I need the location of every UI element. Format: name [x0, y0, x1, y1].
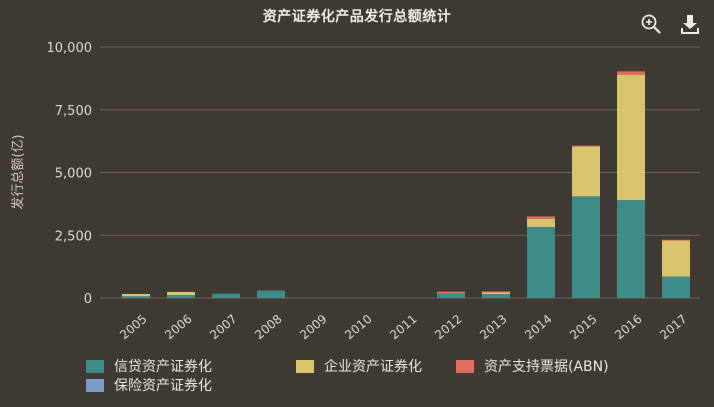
bar-2016-series-0[interactable]	[617, 200, 645, 298]
legend-item[interactable]: 资产支持票据(ABN)	[456, 356, 609, 376]
y-tick-label: 10,000	[47, 41, 93, 56]
bar-2013-series-1[interactable]	[482, 291, 510, 294]
bar-2012-series-0[interactable]	[437, 293, 465, 298]
y-tick-label: 2,500	[55, 229, 92, 244]
bar-2014-series-1[interactable]	[527, 218, 555, 227]
x-tick-label: 2016	[612, 312, 644, 342]
x-tick-label: 2011	[387, 312, 419, 342]
bar-2006-series-0[interactable]	[167, 294, 195, 298]
bar-2016-series-2[interactable]	[617, 71, 645, 75]
legend-item[interactable]: 企业资产证券化	[296, 356, 422, 376]
bar-2017-series-2[interactable]	[662, 239, 690, 241]
bar-2015-series-2[interactable]	[572, 145, 600, 147]
download-icon[interactable]	[679, 13, 701, 35]
x-tick-label: 2014	[522, 312, 554, 342]
bar-2008-series-0[interactable]	[257, 290, 285, 298]
x-tick-label: 2017	[657, 312, 689, 342]
legend-swatch	[456, 359, 474, 373]
legend-label: 信贷资产证券化	[114, 359, 212, 375]
legend-swatch	[86, 359, 104, 373]
bar-2005-series-1[interactable]	[122, 293, 150, 297]
bar-2006-series-1[interactable]	[167, 291, 195, 295]
legend-swatch	[86, 378, 104, 392]
bar-2015-series-1[interactable]	[572, 146, 600, 197]
x-tick-label: 2012	[432, 312, 464, 342]
bar-2017-series-1[interactable]	[662, 240, 690, 277]
bar-2014-series-0[interactable]	[527, 226, 555, 298]
zoom-in-icon[interactable]	[640, 13, 662, 35]
bar-2013-series-0[interactable]	[482, 293, 510, 298]
bar-2017-series-0[interactable]	[662, 276, 690, 298]
bar-2016-series-1[interactable]	[617, 74, 645, 201]
x-tick-label: 2015	[567, 312, 599, 342]
bar-2012-series-1[interactable]	[437, 292, 465, 294]
y-axis-label: 发行总额(亿)	[10, 134, 26, 209]
bar-2015-series-0[interactable]	[572, 196, 600, 298]
x-tick-label: 2013	[477, 312, 509, 342]
x-tick-label: 2008	[252, 312, 284, 342]
x-tick-label: 2010	[342, 312, 374, 342]
legend-label: 保险资产证券化	[114, 378, 212, 394]
x-tick-label: 2005	[117, 312, 149, 342]
x-tick-label: 2009	[297, 312, 329, 342]
y-tick-label: 7,500	[55, 104, 92, 119]
legend-item[interactable]: 保险资产证券化	[86, 375, 212, 395]
legend: 信贷资产证券化 企业资产证券化 资产支持票据(ABN) 保险资产证券化	[86, 356, 686, 400]
legend-label: 企业资产证券化	[324, 359, 422, 375]
bar-2005-series-0[interactable]	[122, 296, 150, 298]
x-tick-label: 2007	[207, 312, 239, 342]
y-tick-label: 5,000	[55, 167, 92, 182]
bar-2013-series-2[interactable]	[482, 291, 510, 293]
x-tick-label: 2006	[162, 312, 194, 342]
legend-label: 资产支持票据(ABN)	[484, 359, 609, 375]
legend-swatch	[296, 359, 314, 373]
legend-item[interactable]: 信贷资产证券化	[86, 356, 212, 376]
chart-title: 资产证券化产品发行总额统计	[262, 9, 452, 25]
bar-2014-series-2[interactable]	[527, 216, 555, 219]
bar-2012-series-2[interactable]	[437, 291, 465, 293]
bar-2007-series-0[interactable]	[212, 293, 240, 298]
y-tick-label: 0	[84, 292, 92, 307]
